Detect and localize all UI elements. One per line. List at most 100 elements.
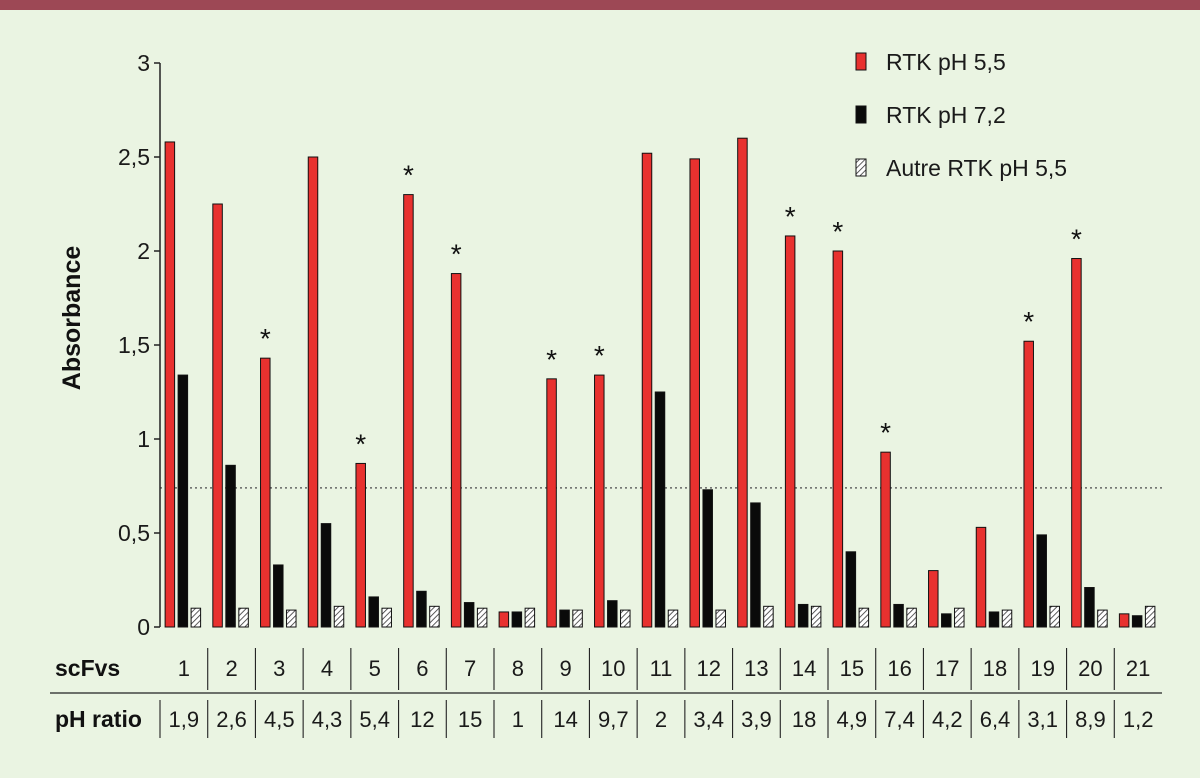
scfv-number: 11: [650, 656, 673, 681]
bar-rtk-ph55: [1023, 340, 1034, 628]
ph-ratio-value: 1,9: [169, 707, 200, 732]
scfv-number: 20: [1078, 656, 1102, 681]
bar-autre-rtk-ph55: [190, 607, 202, 628]
ph-ratio-value: 8,9: [1075, 707, 1106, 732]
y-tick-label: 1: [137, 426, 150, 452]
legend-swatch: [855, 105, 867, 124]
significance-star: *: [546, 344, 557, 375]
scfv-number: 5: [369, 656, 381, 681]
significance-star: *: [451, 239, 462, 270]
bar-autre-rtk-ph55: [381, 607, 392, 628]
ph-ratio-value: 4,9: [837, 707, 868, 732]
bar-rtk-ph55: [164, 141, 176, 628]
significance-star: *: [832, 216, 843, 247]
scfv-number: 2: [225, 656, 237, 681]
top-accent-bar: [0, 0, 1200, 10]
ph-ratio-value: 5,4: [359, 707, 390, 732]
ph-ratio-value: 1,2: [1123, 707, 1154, 732]
bar-rtk-ph55: [212, 203, 223, 628]
bar-rtk-ph55: [355, 462, 366, 628]
significance-star: *: [1023, 306, 1034, 337]
ph-ratio-value: 18: [792, 707, 816, 732]
bar-rtk-ph55: [546, 378, 557, 628]
ph-ratio-value: 15: [458, 707, 482, 732]
scfv-number: 7: [464, 656, 476, 681]
legend-label: RTK pH 5,5: [886, 49, 1006, 75]
bar-autre-rtk-ph55: [763, 605, 774, 628]
bar-rtk-ph55: [737, 137, 748, 628]
bar-autre-rtk-ph55: [810, 605, 822, 628]
scfv-number: 18: [983, 656, 1007, 681]
scfv-number: 12: [696, 656, 720, 681]
ph-ratio-value: 14: [553, 707, 577, 732]
y-axis-title: Absorbance: [58, 246, 86, 391]
bar-rtk-ph72: [1131, 615, 1143, 628]
bar-autre-rtk-ph55: [476, 607, 488, 628]
bar-rtk-ph55: [403, 194, 414, 628]
bar-autre-rtk-ph55: [333, 605, 345, 628]
scfv-number: 21: [1126, 656, 1150, 681]
bar-rtk-ph72: [654, 391, 666, 628]
bar-rtk-ph55: [975, 526, 987, 628]
significance-star: *: [1071, 224, 1082, 255]
y-tick-label: 0: [137, 614, 150, 640]
bar-rtk-ph72: [845, 551, 857, 628]
bar-autre-rtk-ph55: [572, 609, 583, 628]
y-tick-label: 1,5: [118, 332, 150, 358]
bar-rtk-ph72: [750, 502, 761, 628]
legend-label: Autre RTK pH 5,5: [886, 155, 1067, 181]
bar-autre-rtk-ph55: [524, 607, 536, 628]
bar-rtk-ph55: [1071, 258, 1082, 628]
ph-ratio-value: 4,3: [312, 707, 343, 732]
bar-autre-rtk-ph55: [954, 607, 965, 628]
scfv-number: 1: [178, 656, 190, 681]
data-table: scFvs 1 2 3 4 5 6 7 8 9 10 11 12 13 14 15 16 17 18 19 20 21pH…: [50, 648, 1162, 738]
scfv-number: 14: [792, 656, 816, 681]
ph-ratio-value: 12: [410, 707, 434, 732]
significance-star: *: [880, 417, 891, 448]
bar-rtk-ph72: [797, 603, 809, 628]
y-tick-label: 2,5: [118, 144, 150, 170]
bar-rtk-ph55: [450, 273, 462, 628]
bar-rtk-ph55: [594, 374, 605, 628]
ph-ratio-value: 9,7: [598, 707, 629, 732]
bar-rtk-ph55: [689, 158, 700, 628]
scfv-number: 19: [1030, 656, 1054, 681]
ph-ratio-value: 3,9: [741, 707, 772, 732]
ph-ratio-value: 7,4: [884, 707, 915, 732]
ph-ratio-value: 4,2: [932, 707, 963, 732]
bar-rtk-ph55: [928, 570, 939, 628]
bar-rtk-ph72: [177, 374, 189, 628]
ph-ratio-value: 2,6: [216, 707, 247, 732]
ph-ratio-value: 4,5: [264, 707, 295, 732]
bar-rtk-ph72: [893, 603, 904, 628]
scfv-number: 3: [273, 656, 285, 681]
bar-autre-rtk-ph55: [715, 609, 726, 628]
bar-rtk-ph72: [702, 489, 713, 628]
bar-rtk-ph55: [1118, 613, 1130, 628]
scfv-number: 13: [744, 656, 768, 681]
significance-star: *: [594, 340, 605, 371]
bar-rtk-ph55: [784, 235, 796, 628]
bar-rtk-ph55: [832, 250, 844, 628]
bar-rtk-ph72: [988, 611, 1000, 628]
significance-star: *: [355, 428, 366, 459]
ph-ratio-value: 3,1: [1027, 707, 1058, 732]
bar-rtk-ph55: [641, 152, 653, 628]
legend-label: RTK pH 7,2: [886, 102, 1006, 128]
bar-rtk-ph72: [941, 613, 952, 628]
significance-star: *: [785, 201, 796, 232]
significance-star: *: [403, 160, 414, 191]
bar-autre-rtk-ph55: [667, 609, 679, 628]
legend-swatch: [855, 158, 867, 177]
bars-layer: * * * * * * * * * * *: [164, 137, 1156, 628]
bar-rtk-ph72: [463, 602, 475, 628]
y-tick-label: 3: [137, 50, 150, 76]
bar-rtk-ph72: [511, 611, 523, 628]
table-row-label-ph-ratio: pH ratio: [55, 706, 142, 732]
bar-autre-rtk-ph55: [858, 607, 870, 628]
bar-rtk-ph72: [1036, 534, 1047, 628]
scfv-number: 8: [512, 656, 524, 681]
bar-rtk-ph72: [273, 564, 284, 628]
bar-autre-rtk-ph55: [286, 609, 297, 628]
